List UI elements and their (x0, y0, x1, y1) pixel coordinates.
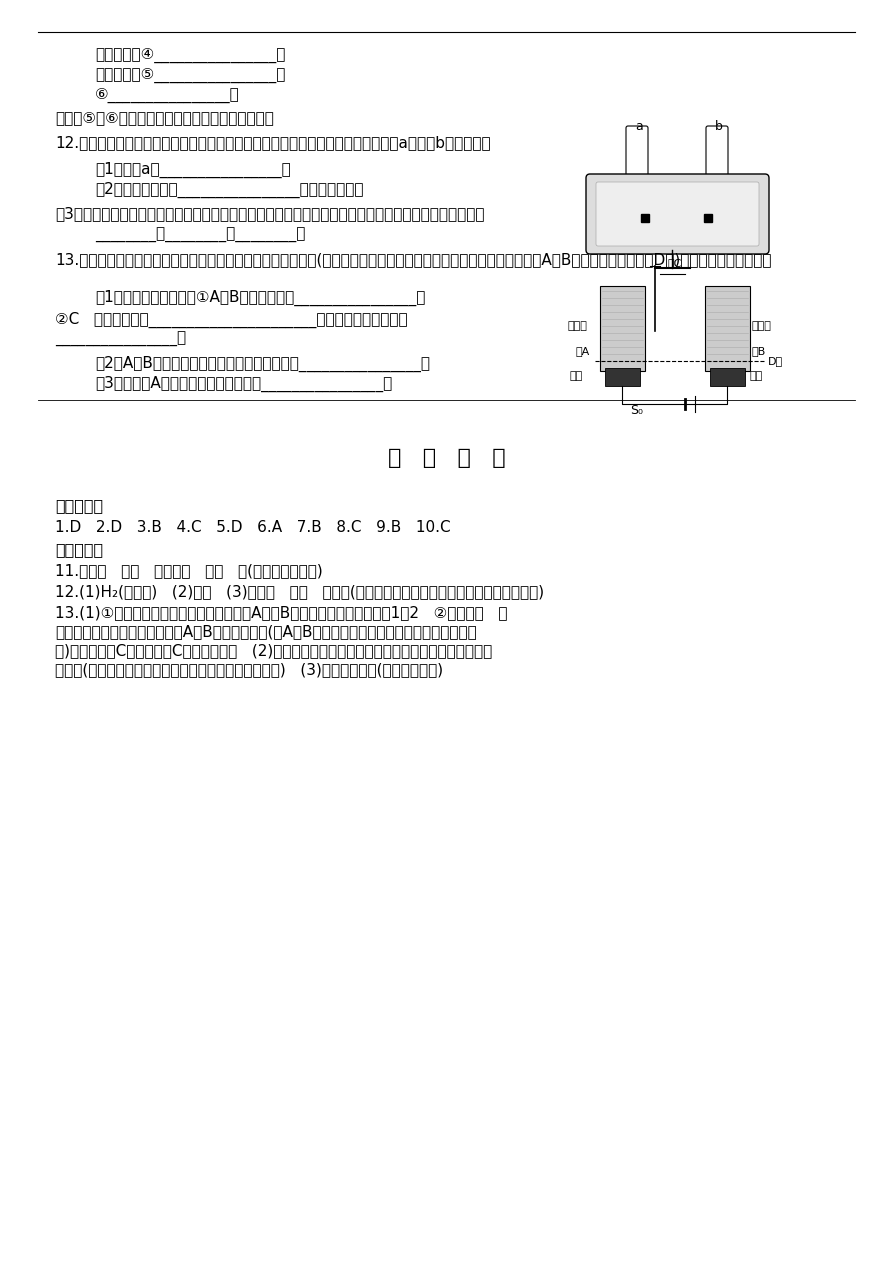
Text: 12.如图所示的是电解水实验装置。通电一段时间后，在两个试管中分别收集到气体a和气体b。请回答：: 12.如图所示的是电解水实验装置。通电一段时间后，在两个试管中分别收集到气体a和… (55, 135, 490, 150)
Text: b: b (715, 120, 722, 133)
Text: （1）闭合开关后观察到①A、B管内的现象是________________；: （1）闭合开关后观察到①A、B管内的现象是________________； (95, 290, 425, 306)
FancyBboxPatch shape (626, 126, 648, 184)
Text: （3）通电分解水的过程需要大量的能源，请你为这转化过程提供既经济又不污染环境的理想的三种能源：: （3）通电分解水的过程需要大量的能源，请你为这转化过程提供既经济又不污染环境的理… (55, 206, 485, 221)
Text: 13.某同学制作了如图所示的简易电解水装置，进行家庭小实验(注：该装置气密性良好，且反应一段时间后停止通电，A、B管内液面均高于图中D线)。请根据要求回答问题: 13.某同学制作了如图所示的简易电解水装置，进行家庭小实验(注：该装置气密性良好… (55, 253, 772, 266)
Bar (605, 368, 640, 386)
Text: ________________。: ________________。 (55, 332, 186, 347)
Text: 变化类型：④________________；: 变化类型：④________________； (95, 48, 286, 63)
Text: 1.D   2.D   3.B   4.C   5.D   6.A   7.B   8.C   9.B   10.C: 1.D 2.D 3.B 4.C 5.D 6.A 7.B 8.C 9.B 10.C (55, 520, 451, 536)
Text: S₀: S₀ (630, 404, 643, 417)
Bar (710, 368, 745, 386)
Text: D线: D线 (768, 356, 783, 366)
Text: 电极: 电极 (570, 371, 583, 381)
Text: ②C   管中的现象是______________________，产生此现象的原因是: ②C 管中的现象是______________________，产生此现象的原因… (55, 312, 407, 328)
Text: 参   考   答   案: 参 考 答 案 (388, 448, 505, 469)
FancyBboxPatch shape (596, 182, 759, 246)
Text: 一、选择题: 一、选择题 (55, 498, 103, 513)
Text: a: a (635, 120, 643, 133)
Text: 管A: 管A (576, 346, 590, 356)
Text: 可)，把水压入C管中，所以C管内液面上升   (2)氢气和氧气的密度比水小，且氢气难溶于水，氧气不易: 可)，把水压入C管中，所以C管内液面上升 (2)氢气和氧气的密度比水小，且氢气难… (55, 643, 492, 658)
Text: ________、________、________。: ________、________、________。 (95, 229, 305, 242)
Text: 弹簧夹: 弹簧夹 (752, 321, 772, 331)
FancyBboxPatch shape (706, 126, 728, 184)
Text: （3）若检验A管内生成的气体应该用　________________。: （3）若检验A管内生成的气体应该用 ________________。 (95, 376, 392, 393)
Text: 11.纯净物   单质   化学变化   氧气   水(或其他合理答案): 11.纯净物 单质 化学变化 氧气 水(或其他合理答案) (55, 563, 322, 578)
Text: ⑥________________。: ⑥________________。 (95, 88, 239, 104)
Text: 12.(1)H₂(或氢气)   (2)电能   (3)太阳能   风能   潮汐能(或地热能等，但不能回答核能、矿物能、电能): 12.(1)H₂(或氢气) (2)电能 (3)太阳能 风能 潮汐能(或地热能等，… (55, 584, 544, 599)
Text: （注：⑤、⑥两空所填的物质之间不必存在联系。）: （注：⑤、⑥两空所填的物质之间不必存在联系。） (55, 110, 274, 125)
Text: 管C: 管C (668, 258, 682, 268)
Bar (600, 285, 645, 371)
Text: 弹簧夹: 弹簧夹 (568, 321, 588, 331)
Text: 电极: 电极 (750, 371, 764, 381)
Text: 溶于水(或氢气和氧气难溶于水或氢气和氧气不易溶于水)   (3)带火星的木条(或燃着的木条): 溶于水(或氢气和氧气难溶于水或氢气和氧气不易溶于水) (3)带火星的木条(或燃着… (55, 662, 443, 677)
Text: 物质名称：⑤________________，: 物质名称：⑤________________， (95, 68, 286, 83)
Text: （2）电解水时，将________________转化为化学能；: （2）电解水时，将________________转化为化学能； (95, 182, 363, 198)
Text: 通电分解生成的氢气和氧气，使A、B管内压强增大(或A、B管内气压增大，大于管外大气压，合理即: 通电分解生成的氢气和氧气，使A、B管内压强增大(或A、B管内气压增大，大于管外大… (55, 624, 477, 639)
Bar (705, 285, 750, 371)
Text: 13.(1)①电极上出现气泡，一段时间后，管A和管B中所收集的气体体积比剠1：2   ②液面上升   水: 13.(1)①电极上出现气泡，一段时间后，管A和管B中所收集的气体体积比剠1：2… (55, 605, 507, 620)
FancyBboxPatch shape (586, 174, 769, 254)
Text: （1）气体a为________________；: （1）气体a为________________； (95, 162, 291, 178)
Text: 管B: 管B (752, 346, 766, 356)
Text: （2）A、B管内生成的气体聚集在上部的原因是________________。: （2）A、B管内生成的气体聚集在上部的原因是________________。 (95, 356, 430, 373)
Text: 二、填空题: 二、填空题 (55, 542, 103, 557)
